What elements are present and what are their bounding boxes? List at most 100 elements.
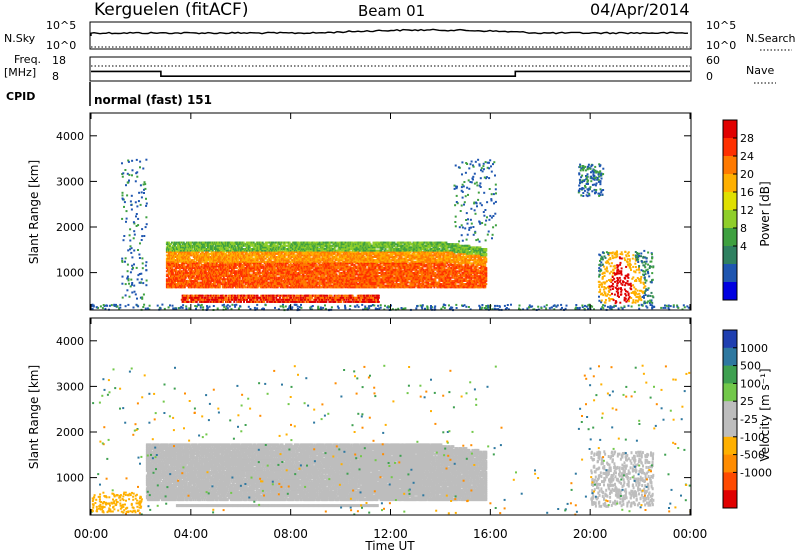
power-cell: [241, 252, 244, 255]
power-cell: [221, 279, 224, 282]
power-cell: [238, 283, 241, 286]
power-cell: [218, 244, 221, 247]
power-cell: [243, 257, 246, 260]
power-cell: [201, 248, 204, 250]
power-cell: [183, 254, 186, 257]
power-cell: [244, 286, 247, 289]
power-cell: [213, 283, 216, 286]
power-cell: [196, 254, 199, 257]
power-cell: [203, 267, 206, 270]
power-cell: [181, 243, 184, 246]
power-cell: [184, 259, 187, 262]
power-cell: [204, 275, 207, 278]
power-cell: [242, 286, 245, 289]
power-cell: [191, 241, 194, 244]
power-cell: [208, 243, 211, 246]
power-cell: [199, 284, 202, 287]
power-cell: [193, 286, 196, 289]
power-cell: [200, 276, 203, 279]
power-cell: [197, 251, 200, 254]
power-cell: [259, 241, 262, 244]
power-cell: [167, 267, 170, 270]
power-cell: [190, 268, 193, 271]
power-cell: [204, 270, 207, 273]
power-cell: [176, 244, 179, 247]
power-cell: [206, 251, 209, 254]
power-cell: [221, 283, 224, 286]
power-cell: [213, 262, 216, 265]
power-cell: [209, 249, 212, 252]
power-cell: [221, 256, 224, 258]
power-cell: [174, 249, 177, 252]
power-cell: [219, 281, 222, 284]
power-cell: [228, 260, 231, 263]
power-cell: [242, 265, 245, 268]
power-cell: [205, 276, 208, 279]
power-cell: [173, 241, 176, 244]
cpid-label: CPID: [6, 90, 35, 103]
power-cell: [194, 281, 197, 284]
power-cell: [193, 267, 196, 270]
power-cell: [169, 259, 172, 262]
power-cell: [245, 263, 248, 266]
freq-right-label: Nave: [746, 64, 774, 77]
power-cell: [218, 284, 221, 287]
power-cell: [233, 244, 236, 247]
power-cell: [214, 244, 217, 247]
power-cell: [218, 279, 221, 282]
power-cell: [227, 268, 230, 271]
freq-left-tick-top: 18: [52, 54, 66, 67]
power-cell: [180, 273, 183, 276]
power-cell: [241, 263, 244, 266]
power-cell: [227, 252, 230, 255]
power-cell: [186, 284, 189, 287]
power-cell: [173, 283, 176, 286]
power-cell: [203, 260, 206, 263]
power-cell: [224, 263, 227, 266]
power-cell: [214, 260, 217, 263]
power-cell: [172, 278, 175, 281]
power-cell: [207, 254, 210, 257]
power-cell: [234, 263, 237, 266]
power-cell: [215, 270, 218, 273]
power-cell: [165, 267, 168, 270]
power-cell: [173, 281, 176, 284]
power-cell: [235, 271, 238, 274]
power-cell: [200, 267, 203, 270]
power-cell: [179, 246, 182, 249]
power-cell: [236, 257, 239, 260]
noise-right-tick-bottom: 10^0: [706, 39, 736, 52]
power-cell: [182, 241, 185, 244]
power-cell: [187, 263, 190, 266]
power-cell: [170, 267, 173, 270]
power-cell: [236, 286, 239, 289]
power-cell: [182, 268, 185, 271]
power-cell: [182, 246, 185, 249]
power-cell: [175, 276, 178, 279]
power-cell: [207, 256, 210, 258]
power-cell: [228, 276, 231, 279]
power-cell: [216, 268, 219, 271]
power-cell: [167, 248, 170, 250]
power-cell: [194, 260, 197, 263]
power-cell: [226, 271, 229, 274]
power-cell: [229, 251, 232, 254]
power-cell: [178, 257, 181, 260]
power-cell: [235, 267, 238, 270]
power-cell: [178, 243, 181, 246]
power-cell: [228, 275, 231, 278]
power-cell: [179, 284, 182, 287]
power-cell: [184, 249, 187, 252]
power-cell: [190, 281, 193, 284]
power-cell: [245, 256, 248, 258]
power-cell: [209, 281, 212, 284]
power-cell: [203, 252, 206, 255]
power-cell: [166, 275, 169, 278]
power-cell: [211, 244, 214, 247]
power-cell: [193, 262, 196, 265]
power-cell: [175, 267, 178, 270]
power-cell: [176, 262, 179, 265]
power-cell: [226, 248, 229, 250]
power-cell: [176, 273, 179, 276]
power-cell: [237, 268, 240, 271]
